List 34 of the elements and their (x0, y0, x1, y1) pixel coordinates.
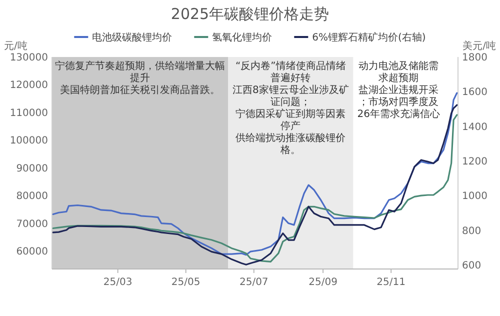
x-tick-label: 25/05 (171, 277, 200, 288)
x-tick-label: 25/07 (239, 277, 268, 288)
y2-tick-label: 1200 (462, 156, 488, 168)
y-tick-label: 90000 (16, 163, 48, 174)
annotation: 盐湖企业违规开采；市场对四季度及26年需求充满信心 (357, 84, 440, 120)
y-tick-label: 100000 (10, 136, 48, 147)
annotation: 动力电池及储能需求超预期 (358, 60, 439, 84)
y2-axis-title: 美元/吨 (462, 40, 496, 52)
annotation: 江西8家锂云母企业涉及矿证问题； (232, 84, 349, 108)
y2-tick-label: 1400 (462, 122, 488, 133)
legend-label: 氢氧化锂均价 (212, 32, 272, 44)
chart-title: 2025年碳酸锂价格走势 (170, 5, 330, 23)
y-tick-label: 120000 (10, 80, 48, 92)
annotation: 宁德复产节奏超预期，供给端增量大幅提升 (55, 60, 226, 84)
y2-tick-label: 1600 (462, 87, 488, 98)
annotation: 供给端扰动推涨碳酸锂价格。 (236, 132, 346, 156)
y2-tick-label: 1000 (462, 191, 488, 202)
y2-tick-label: 800 (462, 226, 482, 237)
annotation: 宁德因采矿证到期等因素停产 (236, 108, 346, 132)
legend-label: 6%锂辉石精矿均价(右轴) (312, 32, 426, 44)
x-tick-label: 25/09 (308, 277, 338, 288)
annotation: “反内卷”情绪使商品情绪普遍好转 (236, 60, 346, 84)
y-tick-label: 60000 (16, 246, 48, 258)
x-tick-label: 25/03 (103, 277, 132, 288)
x-tick-label: 25/11 (376, 277, 406, 288)
annotation: 美国特朗普加征关税引发商品普跌。 (60, 84, 220, 96)
y-tick-label: 80000 (16, 191, 48, 202)
y2-tick-label: 1800 (462, 52, 488, 64)
y2-tick-label: 600 (462, 260, 482, 272)
y-axis-title: 元/吨 (4, 40, 28, 52)
y-tick-label: 110000 (10, 108, 48, 119)
legend-label: 电池级碳酸锂均价 (92, 32, 172, 44)
y-tick-label: 70000 (16, 218, 48, 230)
y-tick-label: 130000 (10, 52, 48, 64)
